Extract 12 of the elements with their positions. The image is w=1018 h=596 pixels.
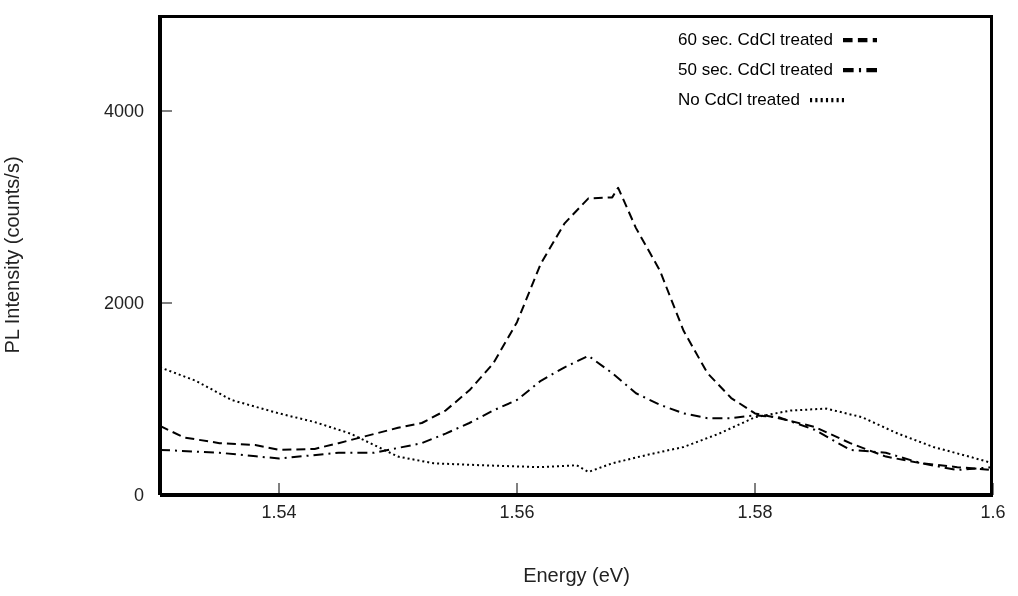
- x-tick-label: 1.54: [261, 501, 297, 522]
- x-axis-title: Energy (eV): [523, 564, 630, 586]
- legend-label: 60 sec. CdCl treated: [678, 30, 833, 49]
- legend-label: 50 sec. CdCl treated: [678, 60, 833, 79]
- y-axis-title: PL Intensity (counts/s): [1, 156, 24, 354]
- x-tick-label: 1.6: [980, 501, 1006, 522]
- x-tick-label: 1.56: [499, 501, 535, 522]
- y-tick-label: 2000: [103, 293, 144, 314]
- y-tick-label: 0: [133, 485, 144, 506]
- legend-label: No CdCl treated: [678, 90, 800, 109]
- x-tick-label: 1.58: [737, 501, 773, 522]
- y-tick-label: 4000: [103, 101, 144, 122]
